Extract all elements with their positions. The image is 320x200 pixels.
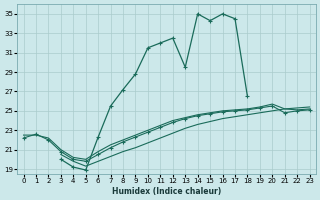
X-axis label: Humidex (Indice chaleur): Humidex (Indice chaleur) xyxy=(112,187,221,196)
